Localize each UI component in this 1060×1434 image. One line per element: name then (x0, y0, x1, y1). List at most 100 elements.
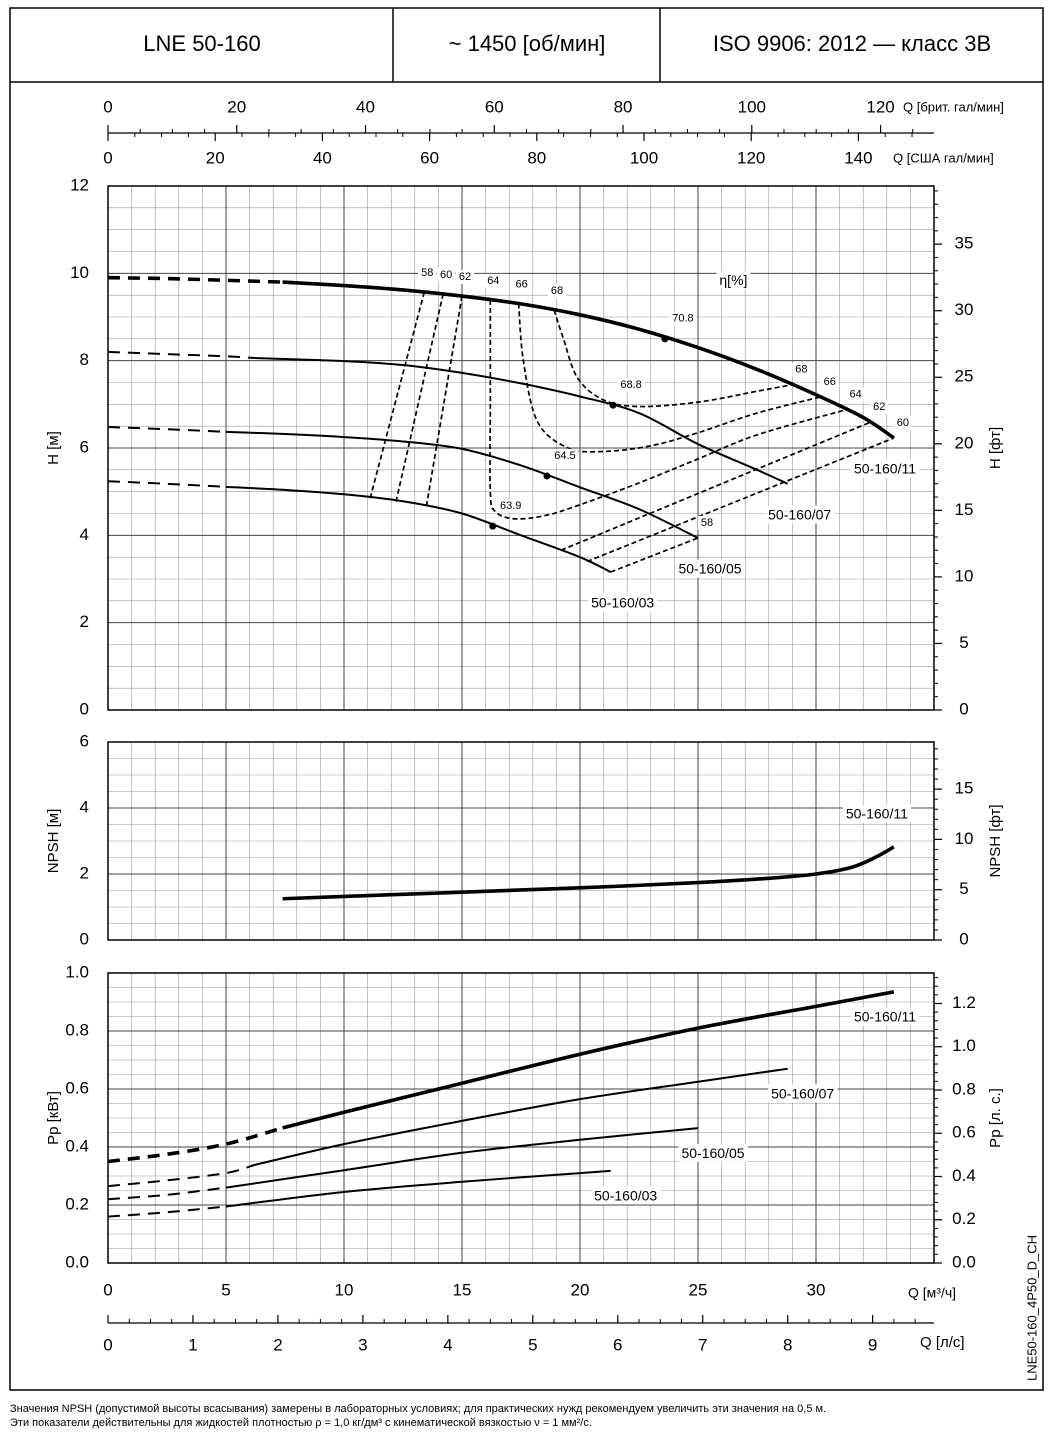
y-tick-label: 6 (80, 731, 89, 750)
curve (282, 280, 895, 440)
curve (225, 1169, 611, 1208)
plot-frame (107, 185, 935, 711)
curve-dashed (107, 350, 255, 360)
y-tick-label: 0 (80, 929, 89, 948)
x-tick-label: 20 (571, 1280, 590, 1299)
series-label: 50-160/07 (771, 1085, 834, 1101)
y-axis-title: Pp [кВт] (45, 1091, 62, 1145)
label-box (820, 374, 839, 389)
label-box (768, 1084, 838, 1103)
y-tick-label: 4 (80, 797, 89, 816)
efficiency-label: 68 (795, 364, 807, 376)
efficiency-label: 66 (824, 376, 836, 388)
y-tick-label: 0 (80, 699, 89, 718)
x2-tick-label: 40 (356, 97, 375, 116)
efficiency-label: 62 (459, 271, 471, 283)
label-box (716, 270, 751, 289)
y2-tick-label: 25 (955, 367, 974, 386)
x-tick-label: 15 (453, 1280, 472, 1299)
x2-axis-title: Q [брит. гал/мин] (903, 99, 1004, 114)
y-tick-label: 0.0 (65, 1252, 89, 1271)
x2-tick-label: 2 (273, 1335, 282, 1354)
curve (254, 357, 789, 485)
label-box (669, 311, 697, 326)
curve-dashed (107, 480, 227, 488)
label-box (842, 804, 912, 823)
curve (282, 845, 895, 901)
label-box (496, 499, 525, 514)
series-label: 50-160/03 (594, 1187, 657, 1203)
y-tick-label: 0.6 (65, 1078, 89, 1097)
x2-tick-label: 100 (738, 97, 766, 116)
drawing-code: LNE50-160_4P50_D_CH (1024, 1235, 1039, 1381)
bep-point (661, 335, 669, 343)
curve-dashed (107, 1186, 227, 1201)
y2-tick-label: 5 (959, 633, 968, 652)
curve-dashed (107, 1126, 284, 1164)
header-standard: ISO 9906: 2012 — класс 3B (713, 31, 991, 56)
curve (225, 485, 612, 573)
label-box (697, 515, 717, 530)
x-tick-label: 10 (335, 1280, 354, 1299)
plot-frame (107, 741, 935, 941)
efficiency-label: 68 (551, 285, 563, 297)
label-box (591, 1186, 661, 1205)
label-box (436, 267, 456, 282)
y-tick-label: 4 (80, 525, 89, 544)
efficiency-label: 64 (850, 388, 862, 400)
y-tick-label: 0.2 (65, 1194, 89, 1213)
label-box (588, 593, 658, 612)
x2-tick-label: 60 (485, 97, 504, 116)
y-tick-label: 2 (80, 612, 89, 631)
x2-tick-label: 80 (614, 97, 633, 116)
label-box (547, 283, 567, 298)
series-label: 50-160/11 (854, 461, 916, 477)
bep-label: 70.8 (672, 313, 693, 325)
x-axis-title: Q [м³/ч] (908, 1285, 956, 1301)
efficiency-label: 64 (487, 275, 499, 287)
x2-tick-label: 9 (868, 1335, 877, 1354)
y-tick-label: 0.4 (65, 1136, 89, 1155)
curve-dashed (107, 275, 283, 284)
bep-label: 63.9 (500, 500, 521, 512)
y-axis-title: H [м] (45, 431, 62, 465)
label-box (551, 448, 579, 463)
bep-point (543, 472, 551, 480)
label-box (893, 415, 913, 430)
header-speed: ~ 1450 [об/мин] (449, 31, 606, 56)
label-box (870, 400, 889, 415)
y2-tick-label: 0.6 (952, 1123, 976, 1142)
series-label: 50-160/11 (846, 806, 908, 822)
label-box (678, 1143, 748, 1162)
x2-tick-label: 60 (420, 148, 439, 167)
label-box (484, 273, 503, 288)
series-label: 50-160/05 (681, 1145, 744, 1161)
y-tick-label: 8 (80, 350, 89, 369)
y2-tick-label: 1.2 (952, 993, 976, 1012)
efficiency-contour (489, 299, 847, 520)
efficiency-label: 58 (701, 517, 713, 529)
label-box (512, 277, 531, 292)
y2-tick-label: 5 (959, 879, 968, 898)
efficiency-contour (395, 293, 895, 563)
efficiency-contour (425, 295, 871, 551)
x2-tick-label: 3 (358, 1335, 367, 1354)
plot-frame (107, 972, 935, 1264)
x2-tick-label: 120 (737, 148, 765, 167)
y2-tick-label: 0 (959, 699, 968, 718)
footer-note: Значения NPSH (допустимой высоты всасыва… (10, 1403, 826, 1415)
x2-axis-title: Q [США гал/мин] (893, 150, 994, 165)
y2-tick-label: 0.0 (952, 1252, 976, 1271)
label-box (850, 459, 920, 478)
x2-axis-title: Q [л/с] (920, 1334, 965, 1351)
label-box (418, 266, 437, 281)
x2-tick-label: 100 (630, 148, 658, 167)
x-tick-label: 30 (807, 1280, 826, 1299)
label-box (455, 269, 475, 284)
curve-dashed (107, 426, 227, 433)
series-label: 50-160/03 (591, 595, 654, 611)
y2-tick-label: 10 (955, 566, 974, 585)
bep-label: 64.5 (554, 450, 575, 462)
y-tick-label: 2 (80, 863, 89, 882)
y2-tick-label: 15 (955, 779, 974, 798)
